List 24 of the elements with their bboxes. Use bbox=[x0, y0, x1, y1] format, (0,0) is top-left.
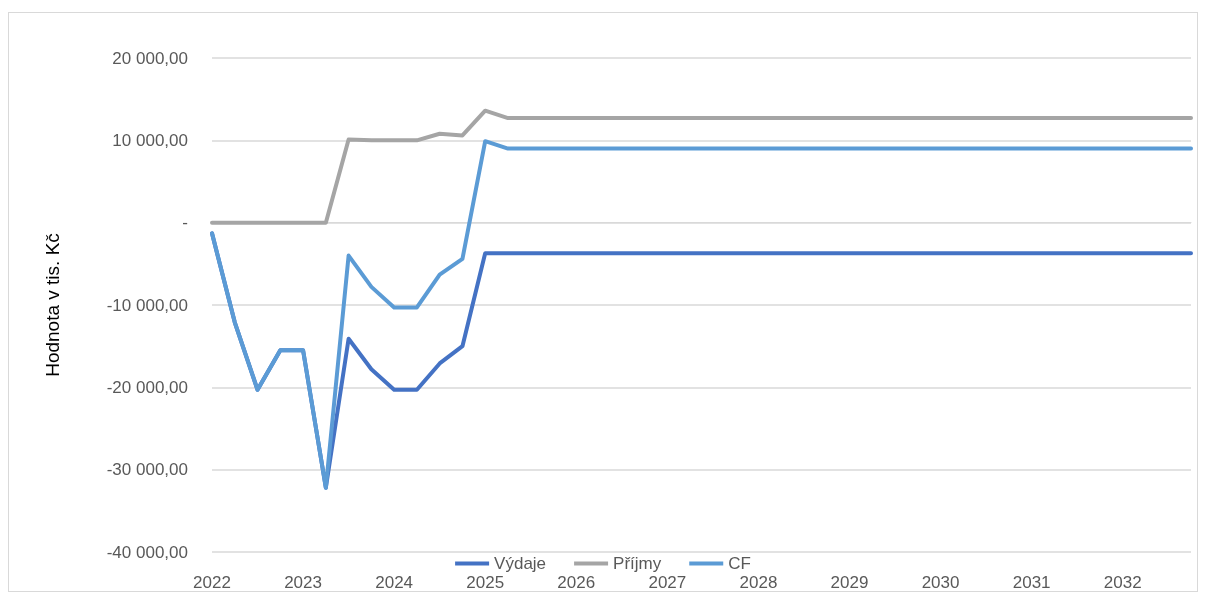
y-tick-label: 10 000,00 bbox=[112, 130, 188, 150]
y-tick-label: 20 000,00 bbox=[112, 48, 188, 68]
x-tick-label: 2027 bbox=[648, 573, 687, 592]
x-tick-label: 2023 bbox=[284, 573, 322, 592]
y-tick-label: -10 000,00 bbox=[106, 295, 188, 315]
x-tick-label: 2026 bbox=[557, 573, 596, 592]
legend-label: Výdaje bbox=[494, 554, 547, 573]
line-series bbox=[210, 139, 1193, 490]
x-tick-label: 2030 bbox=[921, 573, 960, 592]
legend-label: Příjmy bbox=[613, 554, 662, 573]
x-tick-label: 2028 bbox=[739, 573, 778, 592]
line-series bbox=[210, 108, 1193, 225]
x-tick-label: 2024 bbox=[375, 573, 414, 592]
legend-label: CF bbox=[728, 554, 751, 573]
x-tick-label: 2022 bbox=[193, 573, 231, 592]
y-axis-title: Hodnota v tis. Kč bbox=[42, 233, 63, 377]
y-tick-label: -30 000,00 bbox=[106, 460, 188, 480]
x-tick-label: 2025 bbox=[466, 573, 505, 592]
x-tick-label: 2031 bbox=[1012, 573, 1051, 592]
y-tick-label: -20 000,00 bbox=[106, 377, 188, 397]
y-tick-label: -40 000,00 bbox=[106, 542, 188, 562]
x-tick-label: 2032 bbox=[1103, 573, 1142, 592]
x-tick-label: 2029 bbox=[830, 573, 869, 592]
y-tick-label: - bbox=[182, 213, 188, 233]
